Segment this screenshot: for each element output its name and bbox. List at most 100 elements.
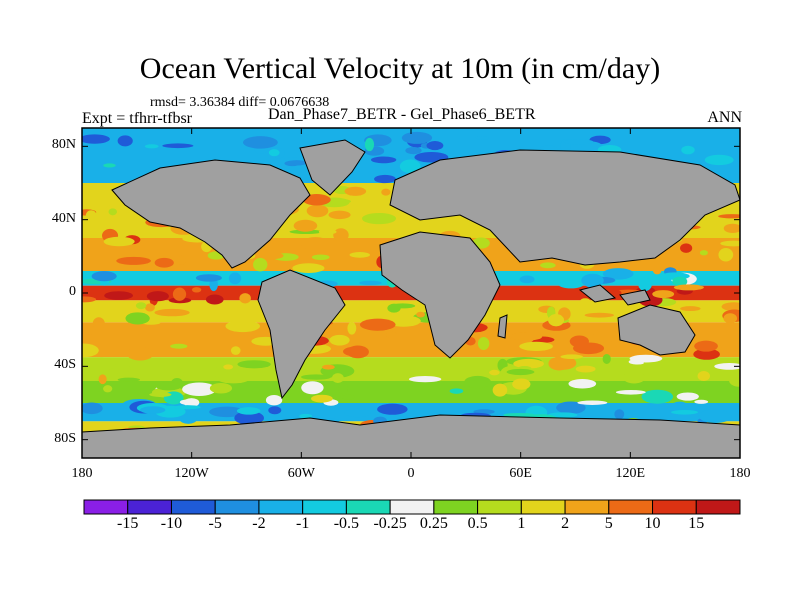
heatmap-patch xyxy=(251,387,260,394)
heatmap-patch xyxy=(568,378,597,389)
landmass-eurasia xyxy=(389,149,740,266)
heatmap-patch xyxy=(563,139,594,145)
heatmap-patch xyxy=(191,287,202,293)
heatmap-patch xyxy=(265,395,283,406)
heatmap-patch xyxy=(629,354,663,363)
heatmap-patch xyxy=(149,392,172,397)
heatmap-patch xyxy=(676,392,699,401)
heatmap-patch xyxy=(511,332,543,341)
heatmap-patch xyxy=(408,376,442,383)
heatmap-patch xyxy=(728,373,740,387)
heatmap-patch xyxy=(464,375,491,389)
colorbar-box xyxy=(652,499,697,515)
heatmap-patch xyxy=(492,383,508,397)
heatmap-patch xyxy=(652,266,662,275)
lat-tick-label: 80S xyxy=(54,430,76,446)
landmass-indonesia xyxy=(578,284,651,306)
heatmap-patch xyxy=(704,154,734,166)
heatmap-patch xyxy=(672,276,688,287)
heatmap-patch xyxy=(718,214,740,219)
heatmap-patch xyxy=(103,236,135,247)
colorbar-tick-label: 1 xyxy=(517,515,526,532)
heatmap-patch xyxy=(98,374,107,385)
lon-tick-label: 120E xyxy=(615,466,646,481)
lon-tick-label: 120W xyxy=(174,466,209,481)
landmass-africa xyxy=(379,231,501,359)
colorbar-box xyxy=(127,499,172,515)
lon-tick-label: 0 xyxy=(407,466,415,481)
heatmap-patch xyxy=(237,360,271,369)
colorbar-tick-label: -10 xyxy=(160,515,183,532)
heatmap-patch xyxy=(209,406,245,418)
heatmap-patch xyxy=(680,306,701,312)
heatmap-patch xyxy=(174,405,201,410)
heatmap-patch xyxy=(477,336,490,351)
colorbar-tick-label: 15 xyxy=(688,515,705,532)
heatmap-patch xyxy=(88,357,116,371)
heatmap-patch xyxy=(721,302,740,311)
colorbar-tick-label: -0.25 xyxy=(373,515,407,532)
heatmap-patch xyxy=(693,348,720,360)
colorbar-box xyxy=(433,499,479,515)
heatmap-patch xyxy=(362,212,397,225)
heatmap-patch xyxy=(329,334,350,346)
heatmap-patch xyxy=(205,294,224,305)
heatmap-patch xyxy=(82,343,99,358)
heatmap-patch xyxy=(104,291,133,300)
heatmap-patch xyxy=(82,334,97,340)
colorbar-box xyxy=(520,499,566,515)
experiment-label: Expt = tfhrr-tfbsr xyxy=(82,110,193,127)
heatmap-patch xyxy=(236,407,261,415)
heatmap-patch xyxy=(374,174,396,184)
heatmap-patch xyxy=(239,293,251,304)
heatmap-patch xyxy=(125,312,150,325)
heatmap-patch xyxy=(144,303,155,312)
heatmap-patch xyxy=(140,406,166,414)
heatmap-patch xyxy=(108,208,117,216)
heatmap-patch xyxy=(614,409,625,420)
colorbar-tick-label: 0.5 xyxy=(467,515,488,532)
colorbar-box xyxy=(302,499,347,515)
heatmap-patch xyxy=(242,136,278,149)
heatmap-patch xyxy=(286,160,307,166)
heatmap-patch xyxy=(302,194,331,206)
heatmap-patch xyxy=(506,368,535,376)
heatmap-patch xyxy=(347,321,357,335)
heatmap-patch xyxy=(489,369,500,376)
heatmap-patch xyxy=(416,311,425,318)
heatmap-patch xyxy=(170,343,188,349)
heatmap-patch xyxy=(503,412,536,417)
heatmap-patch xyxy=(328,210,351,220)
heatmap-patch xyxy=(359,280,382,286)
heatmap-patch xyxy=(340,394,356,400)
colorbar-tick-label: -0.5 xyxy=(333,515,360,532)
heatmap-patch xyxy=(426,141,444,151)
heatmap-patch xyxy=(82,402,103,415)
heatmap-patch xyxy=(293,219,318,232)
heatmap-patch xyxy=(377,403,408,415)
lon-tick-label: 180 xyxy=(729,466,751,481)
heatmap-patch xyxy=(519,275,535,284)
lon-tick-label: 180 xyxy=(71,466,93,481)
heatmap-patch xyxy=(268,149,280,157)
heatmap-patch xyxy=(449,388,464,394)
heatmap-patch xyxy=(333,228,349,242)
heatmap-patch xyxy=(694,399,709,404)
heatmap-patch xyxy=(300,237,330,251)
heatmap-patch xyxy=(671,409,698,415)
season-label: ANN xyxy=(707,109,742,126)
colorbar-box xyxy=(477,499,522,515)
colorbar-box xyxy=(389,499,435,515)
heatmap-band-5 xyxy=(82,300,740,323)
landmass-australia xyxy=(617,304,696,356)
lon-tick-label: 60W xyxy=(287,466,315,481)
heatmap-patch xyxy=(156,382,181,391)
heatmap-patch xyxy=(519,341,553,352)
heatmap-patch xyxy=(230,346,241,355)
heatmap-patch xyxy=(577,400,608,405)
stats-text: rmsd= 3.36384 diff= 0.0676638 xyxy=(150,95,330,110)
colorbar-box xyxy=(608,499,654,515)
heatmap-patch xyxy=(228,272,242,285)
heatmap-patch xyxy=(162,143,194,149)
heatmap-patch xyxy=(116,256,151,265)
